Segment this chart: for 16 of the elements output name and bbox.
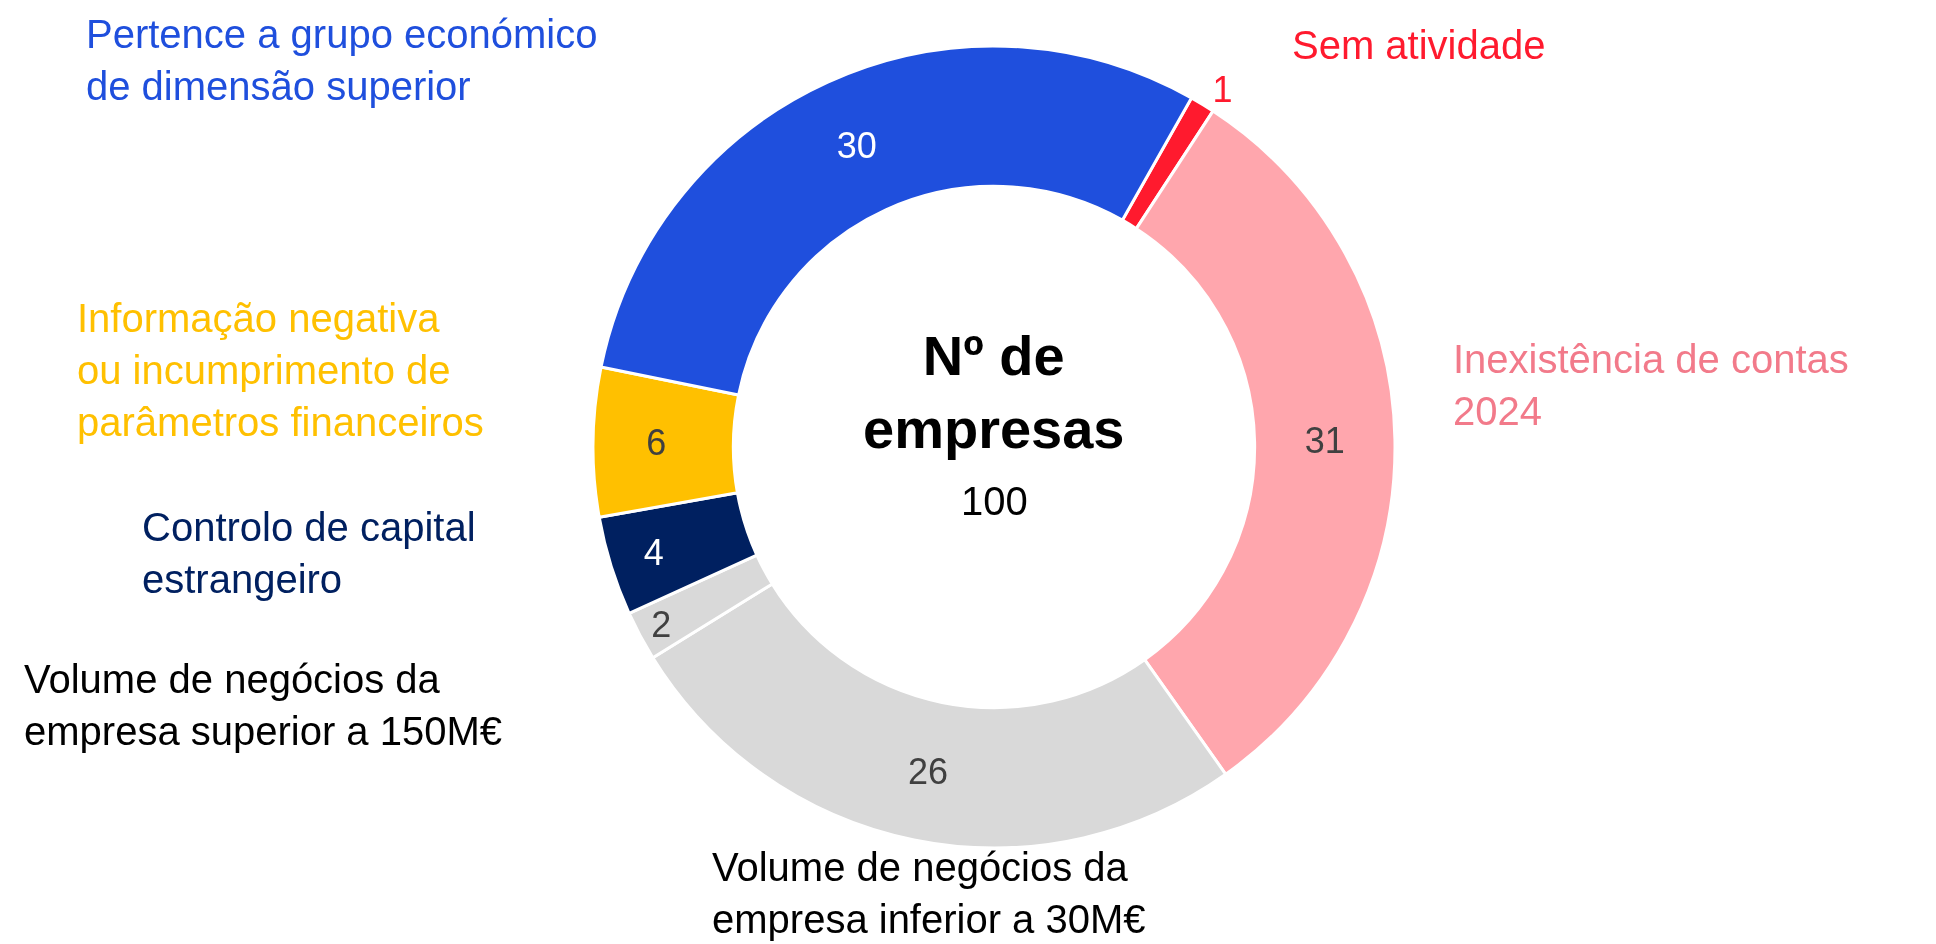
data-label: 2 [651,604,672,646]
slice-label: Volume de negócios da empresa inferior a 30M€ [712,845,1146,941]
data-label: 26 [908,750,949,792]
slice-label: Volume de negócios da empresa superior a 150M€ [24,657,503,753]
text: Nº de empresas [863,324,1125,460]
slice-label: Inexistência de contas 2024 [1453,337,1849,433]
text: 100 [961,479,1028,523]
data-label: 30 [836,125,877,167]
data-label: 4 [643,532,664,574]
slice-label: Controlo de capital estrangeiro [142,505,476,601]
slice-label: Informação negativa ou incumprimento de parâmetros financeiros [77,296,484,444]
data-label: 1 [1212,68,1233,110]
data-label: 6 [646,422,667,464]
slice-label: Pertence a grupo económico de dimensão superior [86,12,598,108]
slice-label: Sem atividade [1292,23,1546,67]
data-label: 31 [1304,420,1345,462]
